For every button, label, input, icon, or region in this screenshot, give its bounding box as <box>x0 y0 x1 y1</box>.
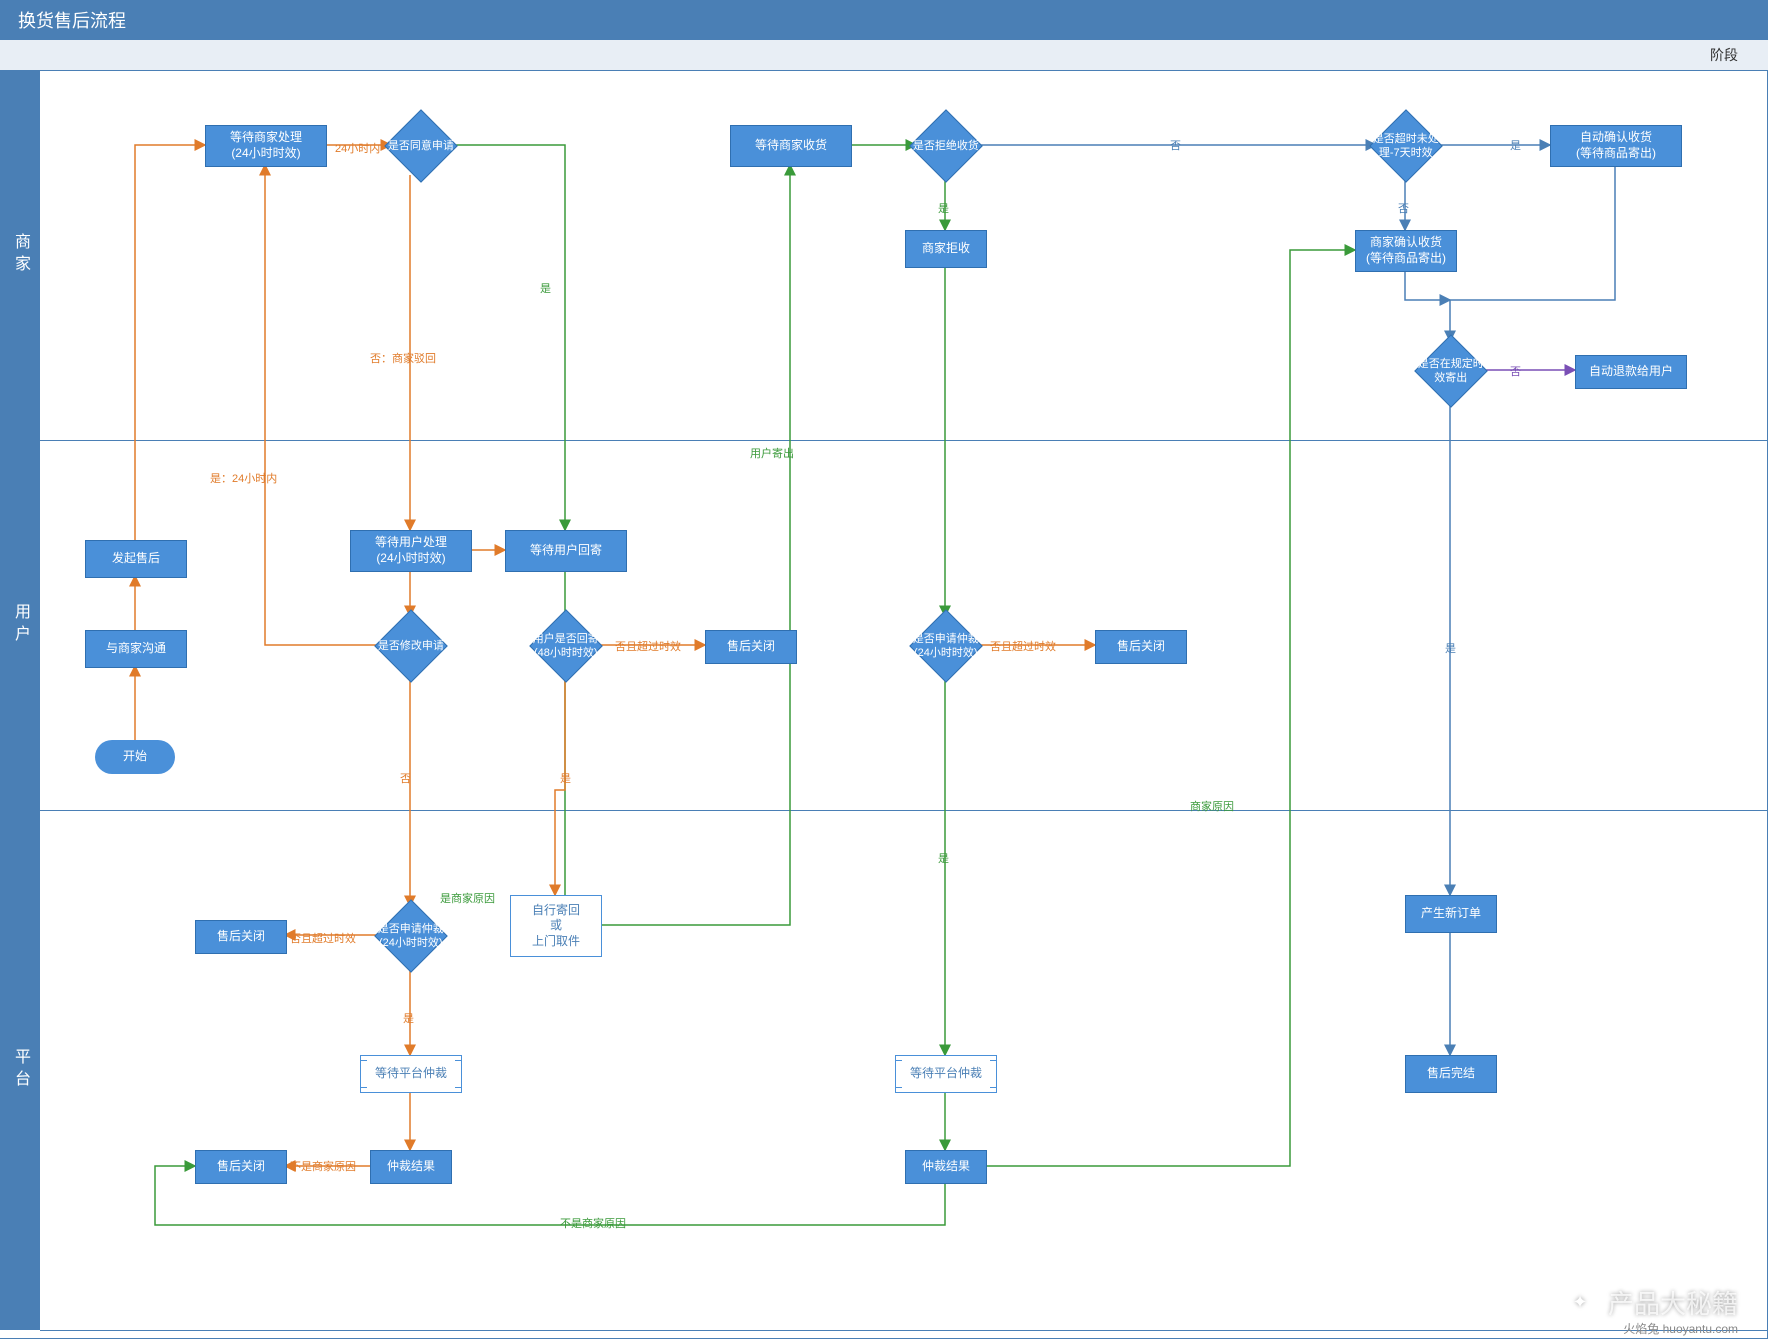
edge-label-l_24h: 24小时内 <box>335 140 380 156</box>
edge-label-l_refuse_no: 否 <box>1170 137 1181 153</box>
watermark-sub: 火焰兔 huoyantu.com <box>1623 1320 1738 1337</box>
node-auto_confirm: 自动确认收货 (等待商品寄出) <box>1550 125 1682 167</box>
edge-label-l_not_merchant2: 不是商家原因 <box>560 1215 626 1231</box>
node-wait_merchant: 等待商家处理 (24小时时效) <box>205 125 327 167</box>
lane-label-merchant: 商家 <box>0 70 40 440</box>
node-refuse_q: 是否拒绝收货 <box>909 109 983 183</box>
edge-label-l_arb_yes: 是 <box>403 1010 414 1026</box>
title-bar: 换货售后流程 <box>0 0 1768 40</box>
node-close_d: 售后关闭 <box>195 1150 287 1184</box>
flowchart-canvas: 换货售后流程 阶段 商家用户平台 开始 与商家沟通 发起售后 等待商家处理 (24小时… <box>0 0 1768 1339</box>
edges-layer <box>0 0 1768 1339</box>
edge-label-l_reply_yes: 是 <box>560 770 571 786</box>
edge-label-l_user_ship: 用户寄出 <box>750 445 794 461</box>
lane-border-merchant <box>40 440 1768 441</box>
edge-label-l_not_merchant: 不是商家原因 <box>290 1158 356 1174</box>
lane-label-platform: 平台 <box>0 810 40 1330</box>
node-agree_q: 是否同意申请 <box>384 109 458 183</box>
edge-label-l_reject_reason: 否：商家驳回 <box>370 350 436 366</box>
node-merchant_confirm: 商家确认收货 (等待商品寄出) <box>1355 230 1457 272</box>
edge-label-l_t7_yes: 是 <box>1510 137 1521 153</box>
edge-label-l_merchant_reason: 是商家原因 <box>440 890 495 906</box>
watermark: ✦ 产品大秘籍 <box>1562 1284 1738 1321</box>
node-ship_in_time_q: 是否在规定时 效寄出 <box>1414 334 1488 408</box>
node-auto_refund: 自动退款给用户 <box>1575 355 1687 389</box>
wechat-icon: ✦ <box>1562 1285 1598 1321</box>
edge <box>555 530 565 925</box>
edge <box>453 145 565 530</box>
node-wait_receive: 等待商家收货 <box>730 125 852 167</box>
node-contact: 与商家沟通 <box>85 630 187 668</box>
node-wait_user: 等待用户处理 (24小时时效) <box>350 530 472 572</box>
node-close_b: 售后关闭 <box>1095 630 1187 664</box>
edge <box>985 250 1355 1166</box>
node-close_a: 售后关闭 <box>705 630 797 664</box>
edge-label-l_modify_no: 否 <box>400 770 411 786</box>
edge-label-l_arbU_yes: 是 <box>938 850 949 866</box>
node-timeout7_q: 是否超时未处 理-7天时效 <box>1369 109 1443 183</box>
node-arb_result_1: 仲裁结果 <box>370 1150 452 1184</box>
node-reply_q: 用户是否回寄 (48小时时效) <box>529 609 603 683</box>
edge-label-l_reply_timeout: 否且超过时效 <box>615 638 681 654</box>
edge <box>600 165 790 925</box>
watermark-main: 产品大秘籍 <box>1608 1284 1738 1321</box>
edge <box>1450 165 1615 341</box>
edge <box>265 165 384 645</box>
phase-label: 阶段 <box>1710 45 1738 65</box>
node-modify_q: 是否修改申请 <box>374 609 448 683</box>
node-wait_arb_2: 等待平台仲裁 <box>895 1055 997 1093</box>
node-start: 开始 <box>95 740 175 774</box>
node-arbitrate_u_q: 是否申请仲裁 (24小时时效) <box>909 609 983 683</box>
lane-label-user: 用户 <box>0 440 40 810</box>
lane-border-user <box>40 810 1768 811</box>
edge-label-l_ship_no: 否 <box>1510 363 1521 379</box>
node-arb_result_2: 仲裁结果 <box>905 1150 987 1184</box>
node-apply: 发起售后 <box>85 540 187 578</box>
node-merchant_refuse: 商家拒收 <box>905 230 987 268</box>
node-wait_arb_1: 等待平台仲裁 <box>360 1055 462 1093</box>
edge <box>135 145 205 540</box>
edge-label-l_merchant_reason2: 商家原因 <box>1190 798 1234 814</box>
edge-label-l_refuse_yes: 是 <box>938 200 949 216</box>
lane-border-platform <box>40 1330 1768 1331</box>
phase-bar: 阶段 <box>0 40 1768 71</box>
node-wait_reply: 等待用户回寄 <box>505 530 627 572</box>
diagram-title: 换货售后流程 <box>18 7 126 33</box>
node-arbitrate_p_q: 是否申请仲裁 (24小时时效) <box>374 899 448 973</box>
edge <box>1405 270 1450 300</box>
edge-label-l_and_timeout1: 否且超过时效 <box>290 930 356 946</box>
node-new_order: 产生新订单 <box>1405 895 1497 933</box>
node-after_done: 售后完结 <box>1405 1055 1497 1093</box>
edge-label-l_ship_yes: 是 <box>1445 640 1456 656</box>
edge-label-l_agree_yes: 是 <box>540 280 551 296</box>
edge-label-l_arbU_timeout: 否且超过时效 <box>990 638 1056 654</box>
node-self_return: 自行寄回 或 上门取件 <box>510 895 602 957</box>
edge-label-l_t7_no: 否 <box>1398 200 1409 216</box>
node-close_c: 售后关闭 <box>195 920 287 954</box>
edge-label-l_yes_24h: 是：24小时内 <box>210 470 277 486</box>
